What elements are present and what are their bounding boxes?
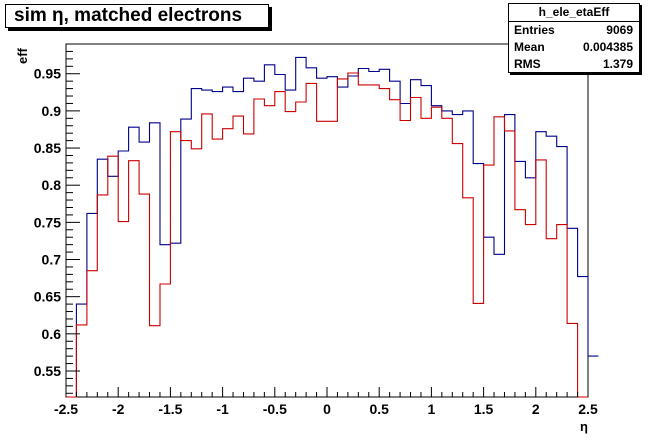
stats-row-mean: Mean 0.004385 xyxy=(509,39,639,56)
series-line-2 xyxy=(66,72,588,398)
x-tick-label: 1.5 xyxy=(474,401,494,417)
y-axis: 0.55 0.6 0.65 0.7 0.75 0.8 0.85 0.9 0.95 xyxy=(34,43,80,394)
y-tick-label: 0.7 xyxy=(42,252,62,268)
x-tick-label: -2.5 xyxy=(54,401,78,417)
y-axis-title: eff xyxy=(15,47,30,64)
x-axis-title: η xyxy=(580,419,588,434)
x-tick-label: -0.5 xyxy=(263,401,287,417)
x-tick-label: -2 xyxy=(112,401,125,417)
chart-title: sim η, matched electrons xyxy=(5,4,269,28)
stats-value: 0.004385 xyxy=(582,40,633,54)
stats-row-rms: RMS 1.379 xyxy=(509,56,639,73)
y-tick-label: 0.95 xyxy=(34,66,61,82)
stats-label: RMS xyxy=(514,57,541,71)
plot-frame xyxy=(65,43,589,398)
y-tick-label: 0.55 xyxy=(34,363,61,379)
x-tick-label: 2.5 xyxy=(578,401,598,417)
x-axis: -2.5 -2 -1.5 -1 -0.5 0 0.5 1 1.5 2 2.5 xyxy=(54,387,598,417)
stats-row-entries: Entries 9069 xyxy=(509,22,639,39)
y-tick-label: 0.85 xyxy=(34,140,61,156)
series-line-1 xyxy=(66,56,599,398)
y-tick-label: 0.8 xyxy=(42,177,62,193)
stats-value: 1.379 xyxy=(602,57,633,71)
y-tick-label: 0.6 xyxy=(42,326,62,342)
x-tick-label: -1.5 xyxy=(158,401,182,417)
stats-histogram-name: h_ele_etaEff xyxy=(509,4,639,22)
stats-label: Entries xyxy=(514,23,555,37)
y-tick-label: 0.65 xyxy=(34,289,61,305)
x-tick-label: 1 xyxy=(428,401,436,417)
stats-box: h_ele_etaEff Entries 9069 Mean 0.004385 … xyxy=(508,3,640,73)
stats-value: 9069 xyxy=(606,23,633,37)
x-tick-label: 2 xyxy=(532,401,540,417)
x-tick-label: 0 xyxy=(323,401,331,417)
stats-label: Mean xyxy=(514,40,545,54)
series-layer xyxy=(66,56,599,398)
x-tick-label: 0.5 xyxy=(369,401,389,417)
x-tick-label: -1 xyxy=(216,401,229,417)
y-tick-label: 0.9 xyxy=(42,103,62,119)
y-tick-label: 0.75 xyxy=(34,214,61,230)
